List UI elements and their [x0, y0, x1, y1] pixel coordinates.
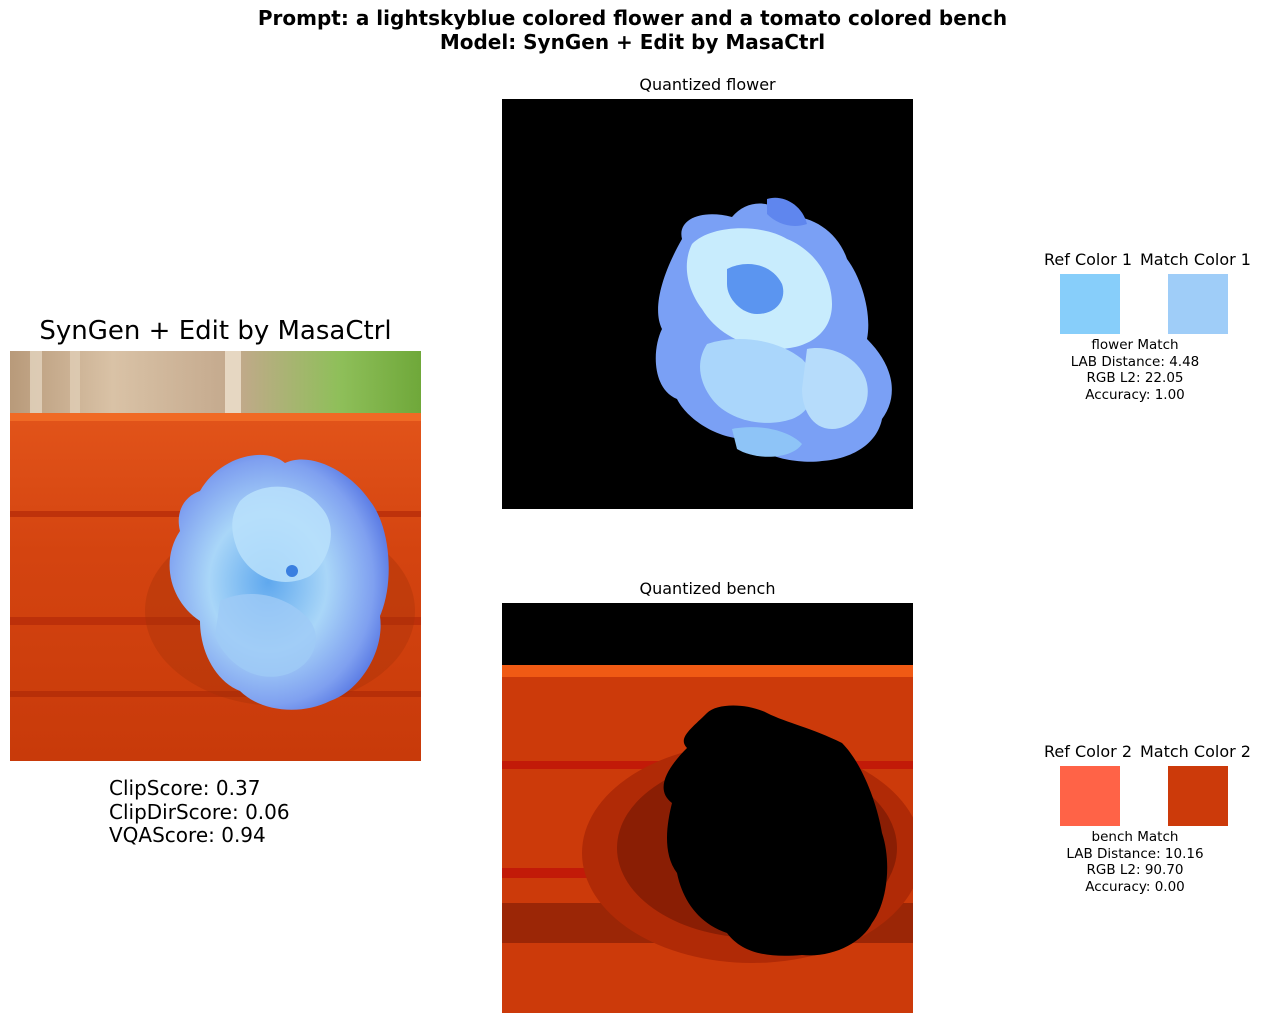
bench-lab-distance: LAB Distance: 10.16 [1066, 845, 1204, 862]
vqa-score: VQAScore: 0.94 [109, 823, 266, 847]
ref-color-2-swatch [1060, 766, 1120, 826]
score-block: ClipScore: 0.37 ClipDirScore: 0.06 VQASc… [109, 776, 290, 848]
bench-accuracy: Accuracy: 0.00 [1085, 878, 1185, 895]
model-text: Model: SynGen + Edit by MasaCtrl [439, 30, 826, 54]
ref-color-1-swatch [1060, 274, 1120, 334]
clip-score: ClipScore: 0.37 [109, 776, 261, 800]
prompt-text: Prompt: a lightskyblue colored flower an… [257, 6, 1008, 30]
figure-header: Prompt: a lightskyblue colored flower an… [0, 6, 1265, 54]
quantized-flower-title: Quantized flower [639, 75, 776, 94]
match-color-2-label: Match Color 2 [1140, 742, 1251, 761]
quantized-bench-title: Quantized bench [639, 579, 776, 598]
bench-match-stats: bench Match LAB Distance: 10.16 RGB L2: … [1035, 829, 1235, 895]
bench-match-name: bench Match [1091, 829, 1179, 845]
generated-image [10, 351, 421, 761]
bench-rgb-l2: RGB L2: 90.70 [1086, 862, 1184, 878]
main-image-title: SynGen + Edit by MasaCtrl [39, 316, 392, 346]
match-color-1-swatch [1168, 274, 1228, 334]
clip-dir-score: ClipDirScore: 0.06 [109, 799, 290, 824]
flower-accuracy: Accuracy: 1.00 [1085, 386, 1185, 403]
ref-color-1-label: Ref Color 1 [1044, 250, 1132, 269]
match-color-1-label: Match Color 1 [1140, 250, 1251, 269]
match-color-2-swatch [1168, 766, 1228, 826]
ref-color-2-label: Ref Color 2 [1044, 742, 1132, 761]
quantized-bench-image [502, 603, 913, 1013]
quantized-flower-image [502, 99, 913, 509]
flower-rgb-l2: RGB L2: 22.05 [1086, 370, 1184, 386]
flower-lab-distance: LAB Distance: 4.48 [1070, 353, 1200, 370]
flower-match-name: flower Match [1091, 337, 1179, 353]
flower-match-stats: flower Match LAB Distance: 4.48 RGB L2: … [1035, 337, 1235, 403]
